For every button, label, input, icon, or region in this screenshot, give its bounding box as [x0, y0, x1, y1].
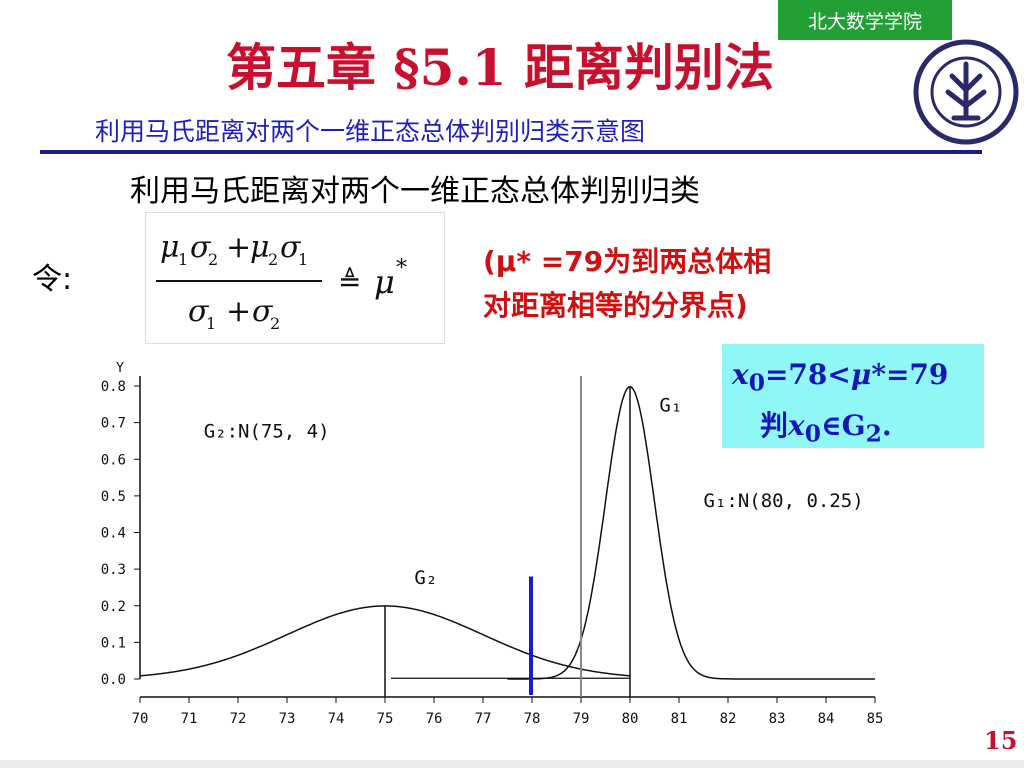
g1-curve-label: G₁ [659, 395, 682, 417]
svg-text:+: + [226, 230, 251, 265]
y-axis-label: Y [116, 361, 124, 376]
y-tick-label: 0.8 [101, 379, 126, 395]
x-tick-label: 74 [328, 711, 345, 727]
boundary-note-line2: 对距离相等的分界点) [483, 289, 748, 322]
svg-text:μ: μ [250, 230, 270, 265]
x-tick-label: 72 [230, 711, 247, 727]
page-title: 第五章 §5.1 距离判别法 [226, 38, 774, 97]
svg-text:1: 1 [206, 314, 216, 333]
x-tick-label: 78 [524, 711, 541, 727]
x-tick-label: 81 [671, 711, 688, 727]
x-tick-label: 80 [622, 711, 639, 727]
boundary-note: (μ* =79为到两总体相 对距离相等的分界点) [483, 240, 771, 328]
page-subtitle: 利用马氏距离对两个一维正态总体判别归类示意图 [95, 117, 646, 146]
title-divider [40, 150, 982, 154]
svg-text:σ: σ [190, 230, 212, 265]
svg-text:μ: μ [374, 263, 395, 301]
callout-line2: 判x0∈G2. [760, 409, 892, 448]
y-tick-label: 0.3 [101, 562, 126, 578]
x-tick-label: 76 [426, 711, 443, 727]
svg-text:σ: σ [188, 294, 210, 329]
svg-text:2: 2 [268, 250, 278, 269]
y-tick-label: 0.0 [101, 672, 126, 688]
svg-text:2: 2 [270, 314, 280, 333]
svg-text:+: + [226, 294, 251, 329]
svg-text:σ: σ [280, 230, 302, 265]
mu-star-formula: μ1 σ2 + μ2 σ1 σ1 + σ2 ≜ μ * [145, 212, 445, 344]
g2-distribution-label: G₂:N(75, 4) [204, 420, 330, 442]
svg-text:σ: σ [252, 294, 274, 329]
institution-badge: 北大数学学院 [778, 0, 952, 40]
y-tick-label: 0.4 [101, 526, 126, 542]
x-tick-label: 75 [377, 711, 394, 727]
x-tick-label: 77 [475, 711, 492, 727]
g2-curve [139, 605, 631, 677]
g1-distribution-label: G₁:N(80, 0.25) [704, 490, 864, 512]
x-tick-label: 84 [818, 711, 835, 727]
g1-curve [507, 386, 875, 680]
density-chart: Y 0.0 0.1 0.2 0.3 0.4 0.5 0.6 0.7 0.8 70 71 72 73 74 75… [101, 361, 884, 727]
svg-text:1: 1 [178, 250, 188, 269]
x-tick-label: 82 [720, 711, 737, 727]
x-tick-label: 85 [867, 711, 884, 727]
y-tick-label: 0.2 [101, 599, 126, 615]
y-tick-label: 0.5 [101, 489, 126, 505]
decision-callout: x0=78<μ*=79 判x0∈G2. [722, 344, 984, 448]
g2-curve-label: G₂ [414, 567, 437, 589]
svg-text:≜: ≜ [338, 265, 361, 298]
callout-line1: x0=78<μ*=79 [732, 358, 949, 397]
x-tick-label: 83 [769, 711, 786, 727]
x-tick-label: 73 [279, 711, 296, 727]
footer-bar [0, 760, 1024, 768]
x-tick-label: 71 [181, 711, 198, 727]
svg-text:1: 1 [298, 250, 308, 269]
let-label: 令: [32, 262, 73, 297]
y-tick-label: 0.7 [101, 416, 126, 432]
y-tick-label: 0.1 [101, 635, 126, 651]
page-number: 15 [984, 726, 1018, 755]
boundary-note-line1: (μ* =79为到两总体相 [483, 245, 772, 278]
x-tick-label: 70 [132, 711, 149, 727]
svg-text:*: * [396, 256, 407, 281]
slide-heading: 利用马氏距离对两个一维正态总体判别归类 [130, 174, 700, 209]
svg-text:μ: μ [160, 230, 180, 265]
x-tick-label: 79 [573, 711, 590, 727]
peking-university-seal-icon [913, 39, 1019, 145]
y-tick-label: 0.6 [101, 452, 126, 468]
svg-text:2: 2 [208, 250, 218, 269]
